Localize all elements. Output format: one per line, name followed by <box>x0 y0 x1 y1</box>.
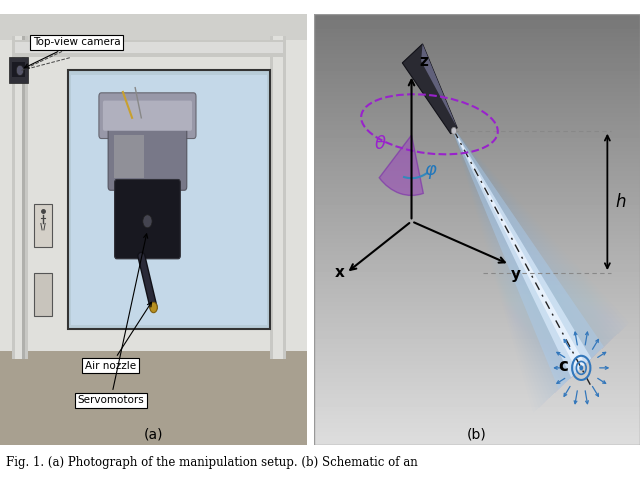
Text: z: z <box>420 54 429 69</box>
Bar <box>22 36 24 359</box>
Circle shape <box>150 302 157 313</box>
Text: x: x <box>335 265 345 280</box>
Text: Fig. 1. (a) Photograph of the manipulation setup. (b) Schematic of an: Fig. 1. (a) Photograph of the manipulati… <box>6 456 418 469</box>
Text: y: y <box>511 267 521 283</box>
Text: (b): (b) <box>467 427 486 441</box>
Bar <box>12 36 28 359</box>
Bar <box>273 36 283 359</box>
Text: $\theta$: $\theta$ <box>374 135 387 153</box>
Text: (a): (a) <box>144 427 163 441</box>
Polygon shape <box>453 130 591 377</box>
Bar <box>12 40 285 57</box>
Bar <box>15 36 24 359</box>
Polygon shape <box>454 130 585 372</box>
Bar <box>15 43 283 53</box>
Wedge shape <box>380 135 423 195</box>
FancyBboxPatch shape <box>103 101 192 131</box>
Bar <box>0 14 307 351</box>
Circle shape <box>16 65 24 76</box>
Circle shape <box>143 215 152 228</box>
Text: c: c <box>558 357 568 375</box>
FancyBboxPatch shape <box>99 93 196 138</box>
Bar <box>0 14 307 40</box>
FancyBboxPatch shape <box>108 123 187 190</box>
Polygon shape <box>403 44 457 134</box>
Bar <box>270 36 285 359</box>
Text: Air nozzle: Air nozzle <box>85 302 152 371</box>
Text: $\varphi$: $\varphi$ <box>424 163 438 181</box>
Circle shape <box>451 127 456 134</box>
Circle shape <box>579 365 583 370</box>
Bar <box>70 75 268 325</box>
Text: h: h <box>616 193 626 211</box>
FancyBboxPatch shape <box>115 180 180 259</box>
Bar <box>68 70 270 329</box>
Text: Top-view camera: Top-view camera <box>24 37 120 68</box>
Polygon shape <box>421 44 457 128</box>
Bar <box>34 204 52 247</box>
Bar <box>34 273 52 316</box>
Polygon shape <box>453 130 604 389</box>
Text: Servomotors: Servomotors <box>77 234 148 405</box>
Bar <box>9 57 28 83</box>
Bar <box>0 351 307 445</box>
Bar <box>114 135 145 178</box>
Bar <box>12 62 24 77</box>
